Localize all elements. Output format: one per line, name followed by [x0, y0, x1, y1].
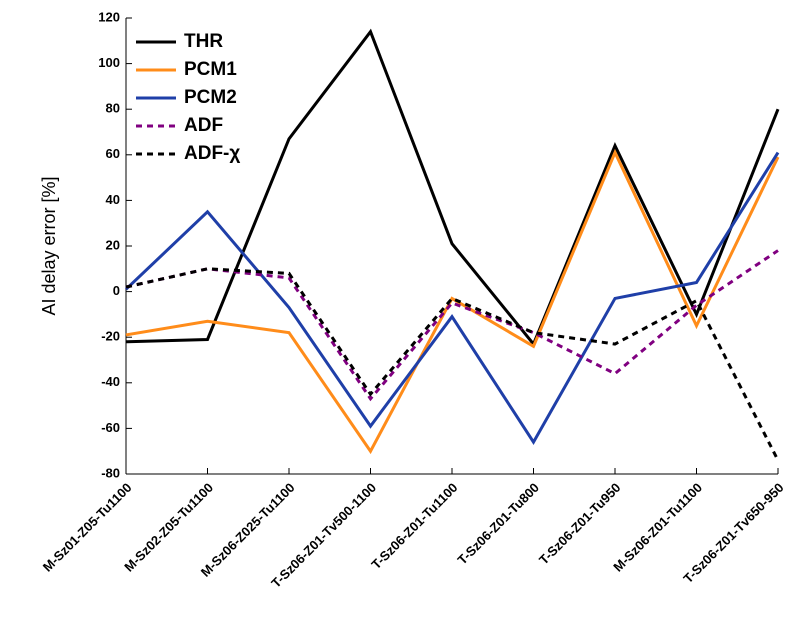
y-tick-label: 120	[98, 9, 120, 24]
legend-label: PCM1	[184, 59, 237, 80]
y-tick-label: -20	[101, 329, 120, 344]
series-line	[125, 249, 779, 402]
y-tick-label: -80	[101, 465, 120, 480]
y-tick-label: -60	[101, 420, 120, 435]
y-tick-label: 100	[98, 55, 120, 70]
series-line	[124, 151, 780, 445]
x-tick-label: M-Sz06-Z01-Tu1100	[610, 480, 705, 575]
x-tick-label: M-Sz02-Z05-Tu1100	[121, 480, 216, 575]
legend-label: ADF	[184, 115, 223, 136]
y-tick-label: -40	[101, 374, 120, 389]
y-tick-label: 60	[106, 146, 120, 161]
y-tick-label: 80	[106, 101, 120, 116]
series-line	[125, 267, 780, 462]
x-tick-label: T-Sz06-Z01-Tu800	[454, 480, 542, 568]
y-tick-label: 0	[113, 283, 120, 298]
legend-label: PCM2	[184, 87, 237, 108]
legend-label: ADF-χ	[184, 143, 240, 164]
series-line	[125, 148, 780, 455]
y-tick-label: 40	[106, 192, 120, 207]
x-tick-label: T-Sz06-Z01-Tu1100	[368, 480, 460, 572]
x-tick-label: M-Sz01-Z05-Tu1100	[40, 480, 135, 575]
y-tick-label: 20	[106, 237, 120, 252]
legend-label: THR	[184, 31, 223, 52]
y-axis-label: AI delay error [%]	[39, 176, 59, 315]
x-tick-label: T-Sz06-Z01-Tu950	[536, 480, 624, 568]
